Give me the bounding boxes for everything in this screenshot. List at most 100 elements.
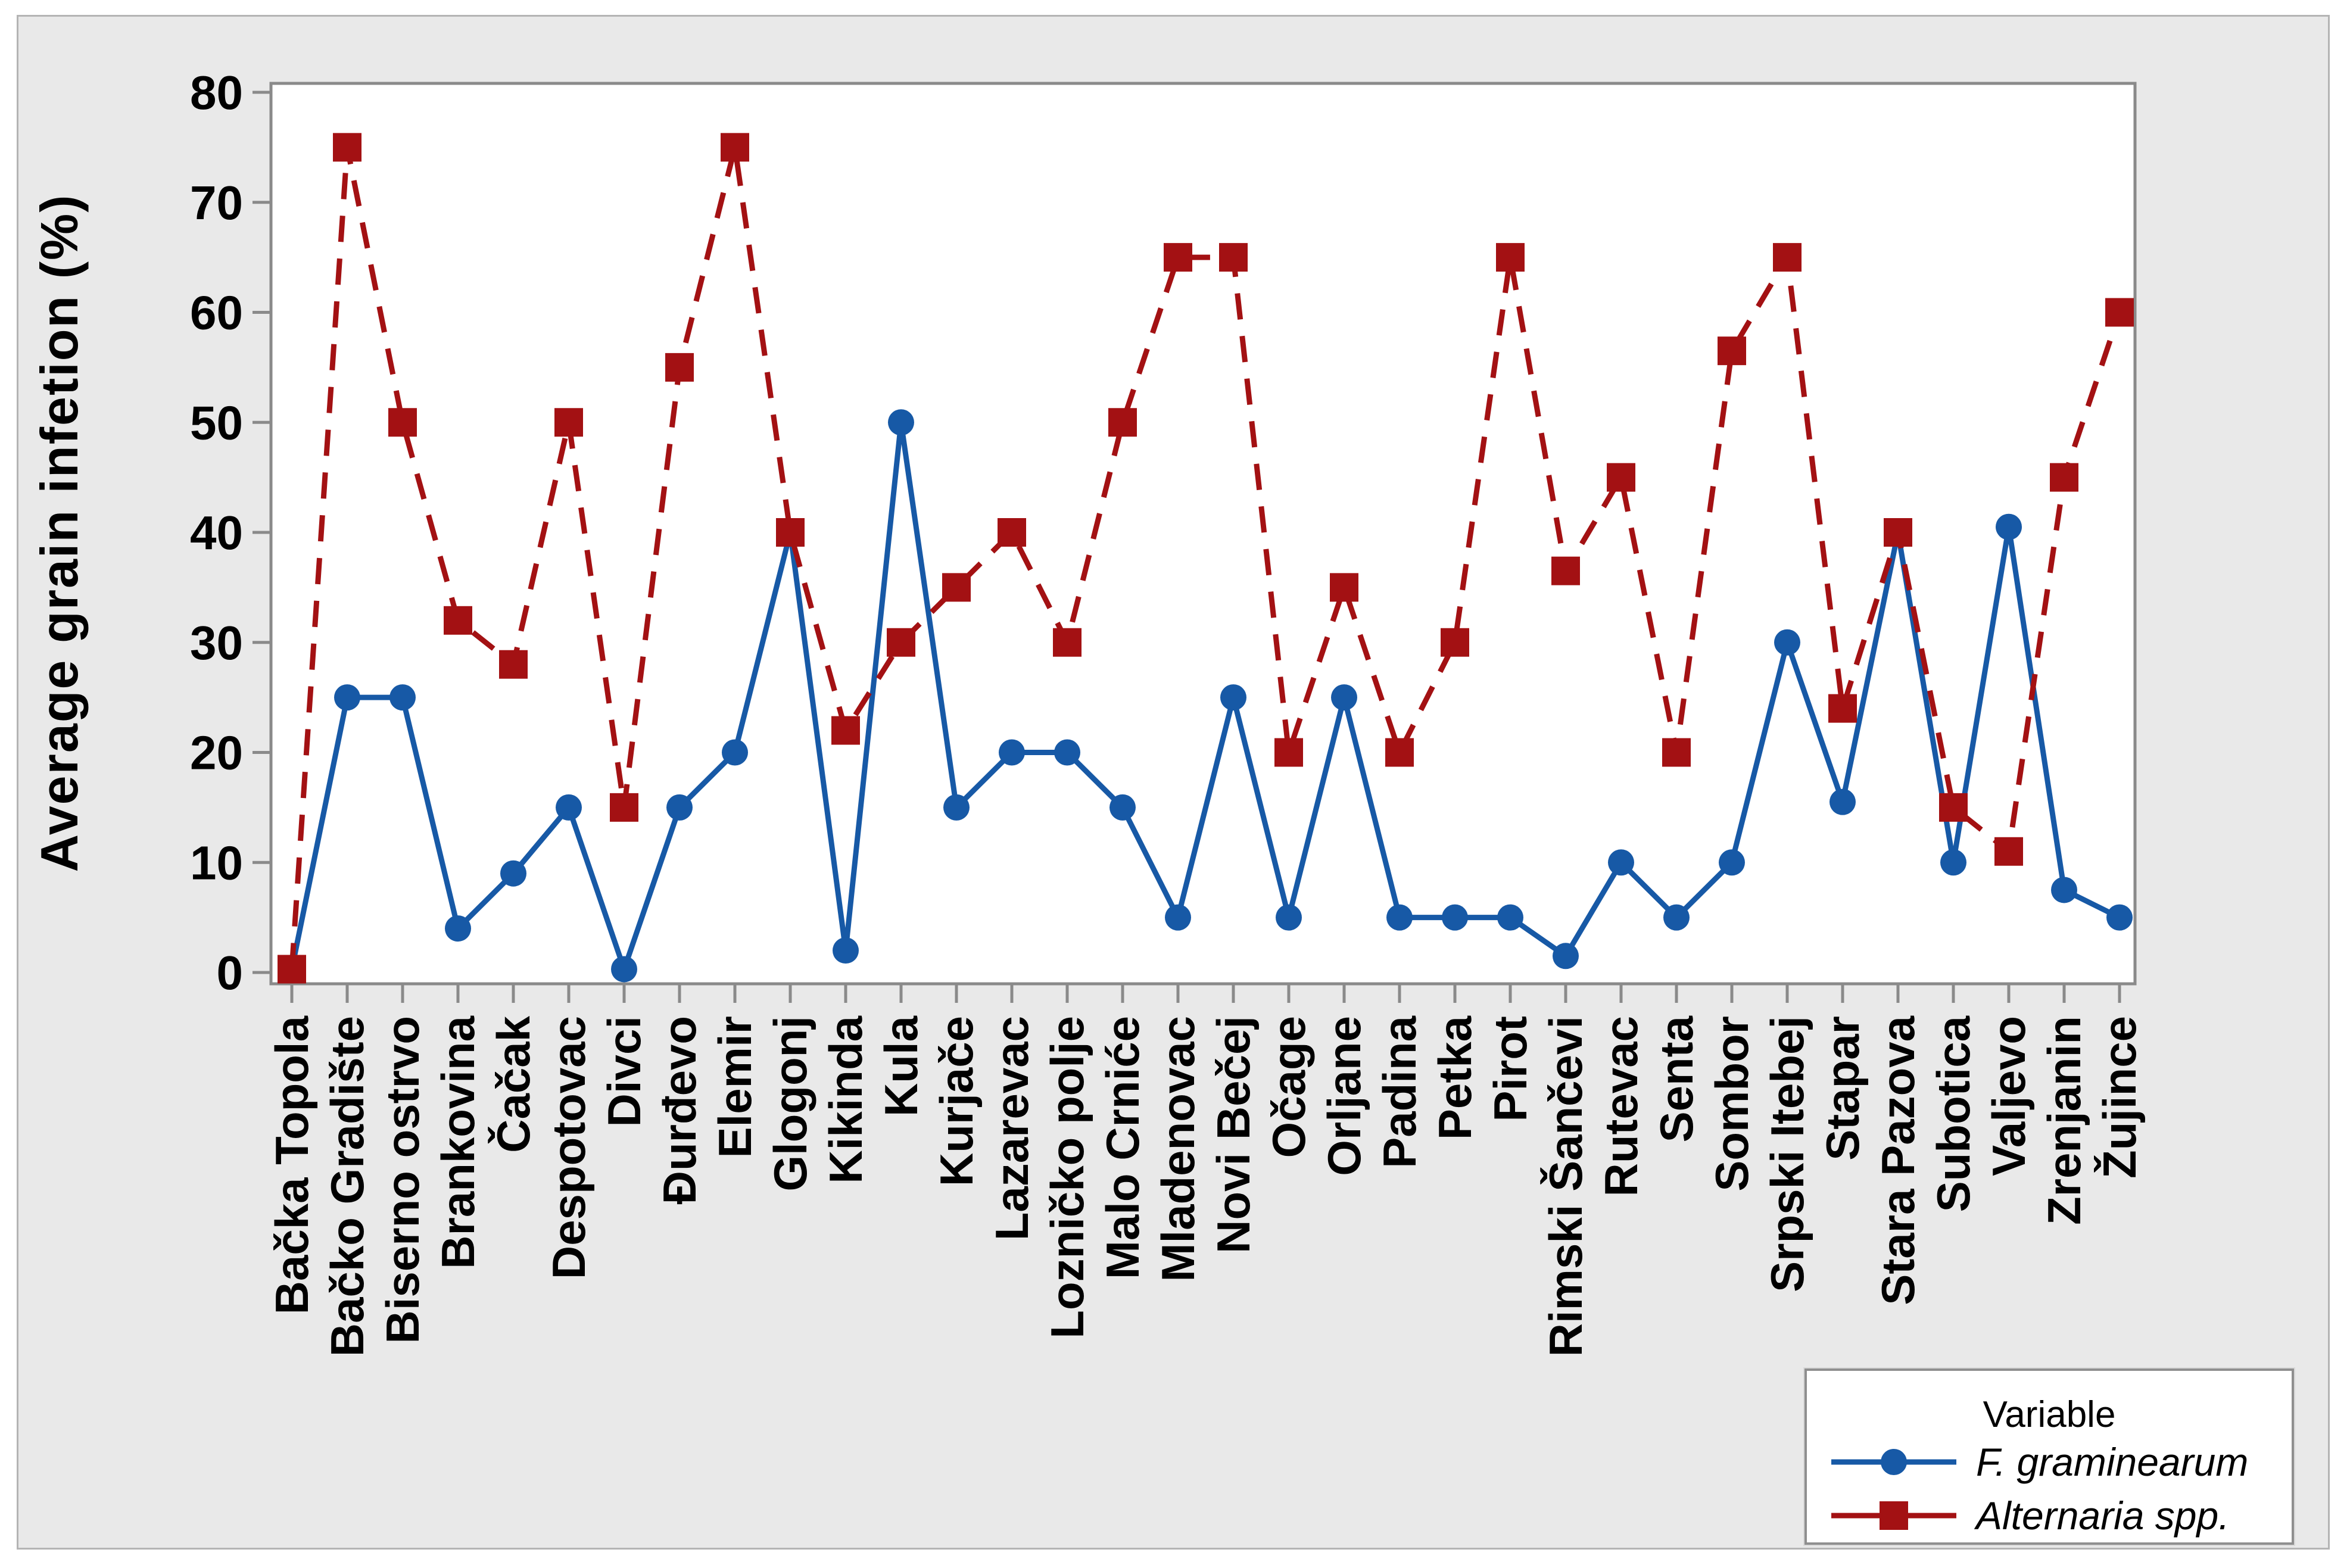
x-category-label: Novi Bečej [1207,1016,1260,1254]
data-point-square [554,408,583,437]
x-category-label: Subotica [1927,1015,1980,1212]
x-category-label: Orljane [1318,1016,1370,1176]
x-category-label: Zrenjanin [2038,1016,2090,1225]
data-point-square [1994,837,2023,866]
data-point-square [499,650,528,679]
data-point-circle [1331,684,1357,711]
data-point-circle [1608,849,1634,876]
x-category-label: Petka [1429,1015,1481,1140]
x-category-label: Brankovina [432,1015,484,1268]
data-point-circle [722,739,748,766]
x-category-label: Despotovac [543,1016,595,1279]
x-category-label: Divci [598,1016,650,1127]
x-category-label: Sombor [1706,1016,1758,1192]
data-point-square [1496,243,1525,272]
y-tick-label: 40 [190,506,243,559]
data-point-circle [888,409,914,436]
data-point-circle [1497,904,1523,931]
data-point-square [1662,738,1691,767]
data-point-square [1385,738,1414,767]
x-category-label: Kurjače [930,1016,983,1186]
data-point-circle [1054,739,1080,766]
data-point-square [1330,573,1358,602]
legend-entry-f-graminearum: F. graminearum [1828,1440,2249,1484]
x-category-label: Lazarevac [986,1016,1038,1240]
x-category-label: Očage [1263,1016,1315,1158]
x-category-label: Kikinda [819,1015,872,1183]
data-point-square [2105,298,2134,327]
data-point-circle [389,684,416,711]
x-category-label: Kula [875,1015,927,1117]
data-point-circle [2106,904,2133,931]
x-category-label: Mladenovac [1152,1016,1204,1282]
x-category-label: Žujince [2093,1016,2146,1179]
x-category-label: Senta [1650,1015,1703,1142]
y-tick-label: 80 [190,66,243,119]
data-point-square [1551,556,1580,585]
data-point-square [1607,463,1635,492]
data-point-square [1939,793,1968,822]
data-point-circle [1774,629,1800,656]
data-point-square [333,133,361,162]
x-category-label: Elemir [709,1016,761,1158]
data-point-square [887,628,915,657]
x-category-label: Stapar [1816,1016,1869,1161]
y-tick-label: 20 [190,727,243,780]
data-point-circle [556,794,582,821]
plot-frame [269,82,2137,986]
x-category-label: Valjevo [1983,1016,2035,1176]
data-point-square [388,408,417,437]
data-point-square [665,353,694,382]
x-category-label: Biserno ostrvo [376,1016,429,1343]
data-point-circle [666,794,693,821]
legend-label-alternaria: Alternaria spp. [1976,1494,2230,1538]
x-category-label: Lozničko polje [1041,1016,1093,1339]
data-point-circle [1220,684,1246,711]
data-point-circle [1165,904,1191,931]
data-point-circle [1829,788,1856,815]
data-point-circle [1386,904,1413,931]
data-point-circle [1996,513,2022,540]
data-point-square [831,716,860,745]
data-point-circle [943,794,970,821]
legend-label-f-graminearum: F. graminearum [1976,1440,2249,1484]
x-category-label: Stara Pazova [1872,1015,1924,1305]
data-point-square [1884,518,1912,547]
data-point-square [1441,628,1469,657]
data-point-square [610,793,638,822]
f-graminearum-line [289,419,2121,972]
x-category-label: Bačko Gradište [321,1016,373,1357]
data-point-square [1053,628,1082,657]
y-tick-label: 10 [190,836,243,889]
data-point-circle [2051,877,2077,903]
legend-title: Variable [1983,1394,2116,1435]
y-tick-label: 60 [190,286,243,339]
x-category-label: Malo Crniće [1096,1016,1149,1279]
data-point-circle [1663,904,1690,931]
data-point-circle [334,684,360,711]
data-point-square [1164,243,1192,272]
data-point-square [1108,408,1137,437]
x-category-label: Padina [1373,1015,1426,1168]
x-category-label: Glogonj [764,1016,816,1192]
y-tick-label: 30 [190,616,243,669]
red-square-marker-icon [1831,1501,1956,1530]
y-tick-label: 70 [190,176,243,229]
data-point-circle [1109,794,1136,821]
data-point-circle [500,860,526,887]
x-category-label: Đurđevo [653,1016,706,1204]
data-point-square [998,518,1026,547]
legend-entry-alternaria: Alternaria spp. [1828,1494,2230,1538]
data-point-square [942,573,971,602]
legend: Variable F. graminearum Alternaria spp. [1804,1369,2294,1545]
data-point-circle [1442,904,1468,931]
data-point-circle [999,739,1025,766]
data-point-square [776,518,805,547]
blue-circle-marker-icon [1831,1449,1956,1475]
x-category-label: Rutevac [1595,1016,1647,1196]
y-tick-label: 50 [190,396,243,449]
data-point-circle [833,937,859,964]
x-category-label: Čačak [487,1015,540,1152]
